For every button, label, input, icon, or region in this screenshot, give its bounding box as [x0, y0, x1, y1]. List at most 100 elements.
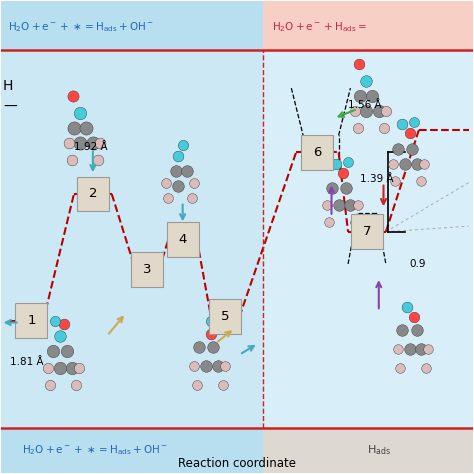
- Point: [56, 364, 64, 372]
- Point: [183, 167, 191, 175]
- Point: [406, 130, 413, 137]
- Point: [401, 160, 409, 167]
- Point: [210, 343, 217, 351]
- Point: [69, 92, 77, 100]
- Point: [420, 160, 428, 167]
- Point: [355, 60, 363, 67]
- Point: [410, 313, 418, 321]
- Point: [335, 201, 342, 209]
- Point: [380, 124, 387, 132]
- Point: [406, 345, 413, 353]
- Point: [51, 317, 59, 324]
- FancyBboxPatch shape: [301, 135, 333, 170]
- FancyBboxPatch shape: [166, 222, 199, 257]
- Point: [394, 145, 401, 153]
- Point: [73, 381, 80, 389]
- Point: [425, 345, 432, 353]
- Point: [354, 124, 361, 132]
- Point: [375, 107, 383, 115]
- Point: [76, 139, 83, 147]
- Point: [422, 364, 430, 372]
- Point: [76, 109, 83, 117]
- Point: [68, 156, 75, 164]
- Point: [56, 332, 64, 339]
- Point: [70, 124, 78, 132]
- Text: $\mathrm{H_{ads}}$: $\mathrm{H_{ads}}$: [367, 443, 391, 456]
- Point: [191, 362, 198, 370]
- Point: [219, 381, 227, 389]
- Point: [68, 364, 75, 372]
- Point: [172, 167, 179, 175]
- FancyBboxPatch shape: [209, 300, 241, 334]
- Text: 6: 6: [313, 146, 321, 159]
- Point: [65, 139, 73, 147]
- FancyBboxPatch shape: [15, 303, 47, 338]
- Text: 5: 5: [221, 310, 229, 323]
- Point: [207, 330, 215, 337]
- Point: [418, 177, 425, 184]
- Text: Reaction coordinate: Reaction coordinate: [178, 456, 296, 470]
- Point: [410, 118, 418, 126]
- Point: [164, 194, 172, 201]
- Point: [418, 345, 425, 353]
- Point: [389, 160, 397, 167]
- Point: [344, 158, 352, 165]
- Point: [174, 182, 182, 190]
- Point: [351, 107, 359, 115]
- Bar: [263, 50, 474, 428]
- Point: [413, 326, 420, 334]
- Text: —: —: [3, 100, 17, 114]
- Point: [96, 139, 104, 147]
- Point: [191, 179, 198, 186]
- Bar: [0, 0, 263, 50]
- Point: [356, 92, 364, 100]
- Text: 0.9: 0.9: [410, 259, 426, 269]
- Point: [325, 219, 333, 226]
- Point: [75, 364, 82, 372]
- Text: 1.56 Å: 1.56 Å: [348, 100, 382, 110]
- Bar: [263, 0, 474, 50]
- Point: [207, 317, 215, 324]
- Point: [193, 381, 201, 389]
- Point: [346, 201, 354, 209]
- Point: [221, 362, 229, 370]
- Text: $\mathrm{H_2O + e^- + \ast = H_{ads} + OH^-}$: $\mathrm{H_2O + e^- + \ast = H_{ads} + O…: [22, 443, 168, 456]
- Text: 1: 1: [27, 314, 36, 327]
- Point: [339, 169, 347, 177]
- Point: [394, 345, 401, 353]
- Text: 1.81 Å: 1.81 Å: [10, 357, 44, 367]
- Point: [82, 124, 90, 132]
- Point: [202, 362, 210, 370]
- Point: [408, 145, 416, 153]
- FancyBboxPatch shape: [77, 176, 109, 211]
- Text: 3: 3: [143, 263, 152, 276]
- Bar: [0, 50, 474, 428]
- Point: [396, 364, 404, 372]
- Point: [354, 201, 361, 209]
- Text: 1.39 Å: 1.39 Å: [360, 174, 393, 184]
- Point: [332, 160, 340, 167]
- Text: 7: 7: [363, 225, 371, 238]
- Point: [351, 219, 359, 226]
- Point: [399, 120, 406, 128]
- Point: [382, 107, 390, 115]
- FancyBboxPatch shape: [351, 214, 383, 249]
- Point: [323, 201, 330, 209]
- Point: [188, 194, 196, 201]
- Point: [403, 304, 411, 311]
- Text: $\mathrm{H_2O + e^- + H_{ads} =}$: $\mathrm{H_2O + e^- + H_{ads} =}$: [273, 20, 367, 34]
- Text: 2: 2: [89, 188, 97, 201]
- Bar: [0, 428, 263, 474]
- Point: [362, 107, 369, 115]
- Point: [368, 92, 375, 100]
- Text: 4: 4: [179, 233, 187, 246]
- FancyBboxPatch shape: [131, 252, 163, 287]
- Text: $\mathrm{H_2O + e^- + \ast = H_{ads} + OH^-}$: $\mathrm{H_2O + e^- + \ast = H_{ads} + O…: [8, 20, 154, 34]
- Point: [342, 184, 349, 192]
- Point: [399, 326, 406, 334]
- Text: 1.92 Å: 1.92 Å: [74, 142, 108, 152]
- Point: [174, 153, 182, 160]
- Point: [44, 364, 52, 372]
- Point: [413, 160, 420, 167]
- Point: [179, 141, 186, 149]
